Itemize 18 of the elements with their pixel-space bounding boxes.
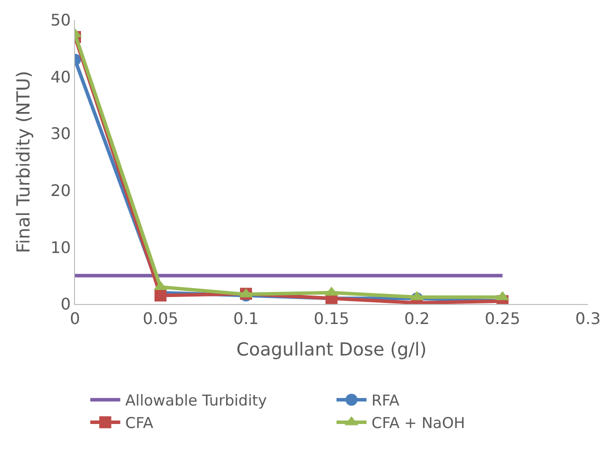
x-tick-label: 0.25: [484, 309, 520, 328]
y-axis-title: Final Turbidity (NTU): [14, 70, 35, 254]
x-tick-label: 0.15: [314, 309, 350, 328]
y-tick-label: 20: [50, 181, 71, 200]
legend-label: CFA: [125, 414, 154, 432]
legend-label: CFA + NaOH: [372, 414, 466, 432]
y-tick-label: 40: [50, 67, 71, 86]
legend-label: Allowable Turbidity: [125, 392, 267, 410]
y-tick-label: 30: [50, 124, 71, 144]
y-tick-label: 50: [50, 10, 71, 30]
y-tick-label: 10: [50, 238, 71, 257]
y-tick-label: 0: [60, 294, 71, 314]
x-tick-label: 0.05: [142, 309, 178, 328]
x-axis-title: Coagullant Dose (g/l): [236, 339, 427, 360]
x-tick-label: 0.3: [575, 309, 601, 328]
x-tick-label: 0.1: [233, 309, 259, 328]
x-tick-label: 0.2: [404, 309, 430, 328]
legend-label: RFA: [372, 392, 400, 410]
